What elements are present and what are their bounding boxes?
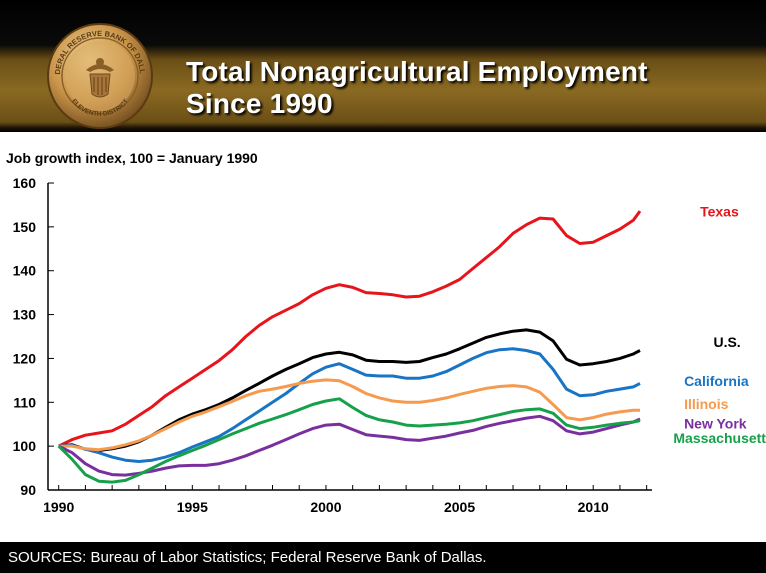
y-tick-label: 140 [13,263,37,279]
series-line-california [58,347,641,463]
page-title: Total Nonagricultural Employment Since 1… [186,56,648,120]
y-tick-label: 100 [13,438,37,454]
x-tick-label: 1995 [177,499,208,515]
y-tick-label: 110 [13,394,36,410]
chart-axes: 90 100 110 120 130 140 150 160 1990 1995 2000 2005 2… [13,175,652,515]
series-line-u-s [58,328,641,452]
series-label-illinois: Illinois [684,396,729,412]
series-label-california: California [684,373,749,389]
y-tick-label: 90 [20,482,36,498]
series-label-u-s: U.S. [713,334,740,350]
x-tick-label: 2005 [444,499,475,515]
title-banner: FEDERAL RESERVE BANK OF DALLAS ELEVENTH … [0,0,766,132]
y-axis-label: Job growth index, 100 = January 1990 [6,150,258,166]
x-tick-label: 1990 [43,499,74,515]
y-tick-label: 150 [13,219,37,235]
chart-series-labels: Texas U.S. California Illinois New YorkMassa… [673,204,766,447]
y-tick-label: 160 [13,175,37,191]
series-label-texas: Texas [700,204,739,220]
x-tick-label: 2000 [310,499,341,515]
x-tick-label: 2010 [578,499,609,515]
series-label-new-york: New York [684,415,747,431]
series-line-massachusetts [57,397,641,484]
y-tick-label: 120 [13,350,37,366]
federal-reserve-seal-icon: FEDERAL RESERVE BANK OF DALLAS ELEVENTH … [46,22,153,129]
series-line-illinois [58,378,640,452]
line-chart: Job growth index, 100 = January 1990 90 1… [6,150,766,515]
y-tick-label: 130 [13,307,37,323]
title-line-1: Total Nonagricultural Employment [186,56,648,87]
series-label-massachusetts: Massachusetts [673,430,766,446]
series-line-new-york [58,414,641,477]
chart-series-lines [57,210,642,484]
sources-footer: SOURCES: Bureau of Labor Statistics; Fed… [0,542,766,573]
title-line-2: Since 1990 [186,88,333,119]
series-line-texas [58,210,642,448]
sources-text: SOURCES: Bureau of Labor Statistics; Fed… [8,549,487,566]
